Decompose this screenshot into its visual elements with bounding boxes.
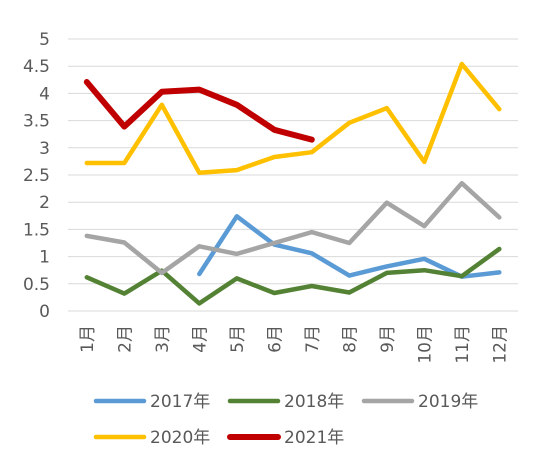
y-tick-label: 2 [39, 193, 50, 213]
series-line-2020年 [84, 61, 502, 176]
series-line-2019年 [84, 180, 502, 276]
x-tick-label: 12月 [490, 325, 510, 364]
y-tick-label: 2.5 [23, 166, 50, 186]
series-line-2021年 [83, 79, 315, 143]
x-tick-label: 11月 [453, 325, 473, 364]
y-tick-label: 3.5 [23, 112, 50, 132]
series-line-2017年 [197, 214, 502, 279]
y-tick-label: 3 [39, 139, 50, 159]
x-tick-label: 10月 [415, 325, 435, 364]
x-tick-label: 5月 [228, 325, 248, 353]
x-tick-label: 7月 [303, 325, 323, 353]
legend: 2017年 2018年 2019年 2020年 2021年 [93, 392, 478, 448]
y-tick-label: 0.5 [23, 275, 50, 295]
x-tick-label: 3月 [153, 325, 173, 353]
x-tick-label: 8月 [340, 325, 360, 353]
legend-label: 2017年 [150, 392, 210, 412]
x-tick-label: 6月 [265, 325, 285, 353]
x-tick-label: 2月 [115, 325, 135, 353]
y-tick-label: 0 [39, 302, 50, 322]
series-line-2018年 [84, 246, 502, 306]
legend-label: 2020年 [150, 428, 210, 448]
y-tick-label: 1 [39, 248, 50, 268]
y-axis: 0 0.5 1 1.5 2 2.5 3 3.5 4 4.5 5 [23, 30, 50, 322]
x-axis: 1月 2月 3月 4月 5月 6月 7月 8月 9月 10月 11月 12月 [78, 325, 511, 364]
y-tick-label: 5 [39, 30, 50, 50]
y-tick-label: 1.5 [23, 220, 50, 240]
legend-label: 2018年 [284, 392, 344, 412]
x-tick-label: 4月 [190, 325, 210, 353]
x-tick-label: 9月 [378, 325, 398, 353]
legend-label: 2021年 [284, 428, 344, 448]
y-tick-label: 4 [39, 84, 50, 104]
legend-label: 2019年 [418, 392, 478, 412]
series-lines [83, 61, 502, 306]
y-tick-label: 4.5 [23, 57, 50, 77]
x-tick-label: 1月 [78, 325, 98, 353]
